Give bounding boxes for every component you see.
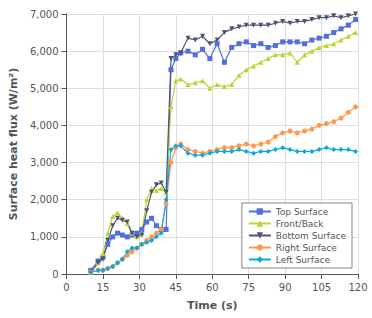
svg-text:Bottom Surface: Bottom Surface xyxy=(276,231,347,241)
svg-text:5,000: 5,000 xyxy=(30,83,59,94)
svg-text:120: 120 xyxy=(348,282,367,293)
svg-text:Left Surface: Left Surface xyxy=(276,255,331,265)
svg-text:1,000: 1,000 xyxy=(30,231,59,242)
svg-text:Surface heat flux (W/m²): Surface heat flux (W/m²) xyxy=(7,68,20,220)
svg-text:6,000: 6,000 xyxy=(30,46,59,57)
svg-text:3,000: 3,000 xyxy=(30,157,59,168)
svg-text:7,000: 7,000 xyxy=(30,9,59,20)
svg-text:60: 60 xyxy=(206,282,219,293)
svg-text:2,000: 2,000 xyxy=(30,194,59,205)
svg-text:0: 0 xyxy=(63,282,69,293)
svg-text:45: 45 xyxy=(169,282,182,293)
svg-text:Time (s): Time (s) xyxy=(187,299,238,312)
svg-text:15: 15 xyxy=(97,282,110,293)
svg-text:Front/Back: Front/Back xyxy=(276,219,324,229)
svg-text:105: 105 xyxy=(312,282,331,293)
svg-text:30: 30 xyxy=(133,282,146,293)
svg-text:Right Surface: Right Surface xyxy=(276,243,337,253)
svg-text:4,000: 4,000 xyxy=(30,120,59,131)
svg-text:Top Surface: Top Surface xyxy=(275,207,329,217)
svg-text:0: 0 xyxy=(52,269,58,280)
svg-text:90: 90 xyxy=(279,282,292,293)
svg-text:75: 75 xyxy=(242,282,255,293)
